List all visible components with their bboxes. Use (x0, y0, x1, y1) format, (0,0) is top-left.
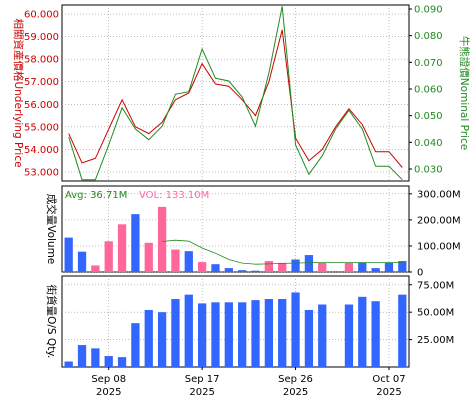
volume-axis-tick-label: 300.00M (417, 189, 461, 200)
volume-bar (104, 241, 113, 272)
x-axis-year-label: 2025 (96, 387, 121, 398)
left-axis-tick-label: 53.000 (24, 167, 59, 178)
volume-average-label: Avg: 36.71M (65, 190, 127, 201)
os-bar (197, 303, 207, 367)
volume-bar (131, 214, 140, 272)
x-axis-date-label: Sep 26 (278, 374, 313, 385)
os-bar (104, 356, 113, 367)
os-bar (318, 304, 327, 367)
right-axis-tick-label: 0.080 (414, 31, 443, 42)
os-bar (304, 309, 314, 367)
os-axis-tick-label: 50.00M (417, 308, 454, 319)
volume-axis-tick-label: 0 (417, 268, 423, 279)
os-bar (117, 357, 127, 367)
volume-bar (264, 261, 274, 272)
left-axis-tick-label: 54.000 (24, 145, 59, 156)
os-bar (157, 312, 167, 367)
right-axis-tick-label: 0.040 (414, 138, 443, 149)
nominal-price-line (68, 6, 403, 181)
volume-bar (251, 270, 260, 272)
left-axis-tick-label: 57.000 (24, 77, 59, 88)
os-axis-title: 街貨量O/S Qty. (45, 285, 58, 359)
left-axis-tick-label: 55.000 (24, 122, 59, 133)
os-bar (131, 323, 140, 367)
left-axis-tick-label: 56.000 (24, 100, 59, 111)
volume-axis-tick-label: 100.00M (417, 241, 461, 252)
volume-average-line (162, 239, 403, 265)
volume-bar (224, 268, 233, 272)
right-axis-tick-label: 0.060 (414, 85, 443, 96)
left-axis-tick-label: 58.000 (24, 55, 59, 66)
right-axis-title: 牛熊證價Nominal Price (458, 36, 471, 150)
os-axis-tick-label: 25.00M (417, 335, 454, 346)
os-bar (171, 299, 180, 367)
volume-bar (64, 237, 73, 272)
os-bar (91, 348, 100, 367)
volume-axis-title: 成交量Volume (45, 194, 58, 265)
volume-bar (157, 206, 167, 272)
os-bar (77, 345, 87, 367)
left-axis-tick-label: 60.000 (24, 10, 59, 21)
volume-current-label: VOL: 133.10M (139, 190, 209, 201)
volume-bar (371, 268, 380, 272)
os-axis-tick-label: 75.00M (417, 280, 454, 291)
volume-bar (197, 262, 207, 272)
os-bar (278, 299, 287, 367)
volume-bar (278, 262, 287, 272)
os-bar (64, 361, 73, 367)
os-bar (358, 296, 367, 367)
os-bar (344, 304, 354, 367)
os-bar (264, 299, 274, 367)
x-axis-date-label: Oct 07 (372, 374, 405, 385)
os-bar (238, 302, 247, 367)
x-axis-year-label: 2025 (376, 387, 401, 398)
volume-bar (211, 264, 220, 272)
volume-bar (358, 262, 367, 272)
x-axis-year-label: 2025 (283, 387, 308, 398)
right-axis-tick-label: 0.090 (414, 5, 443, 16)
left-axis-tick-label: 59.000 (24, 32, 59, 43)
right-axis-tick-label: 0.030 (414, 165, 443, 176)
right-axis-tick-label: 0.070 (414, 58, 443, 69)
volume-bar (291, 259, 300, 272)
os-bar (291, 292, 300, 367)
volume-bar (184, 251, 193, 272)
volume-bar (91, 265, 100, 272)
volume-bar (344, 262, 354, 272)
x-axis-date-label: Sep 08 (91, 374, 126, 385)
volume-bar (318, 262, 327, 272)
left-axis-title: 相關資產價格Underlying Price (12, 18, 25, 167)
underlying-price-line (68, 29, 403, 168)
os-bar (251, 300, 260, 367)
volume-bar (171, 249, 180, 272)
panel-frame-3 (61, 275, 410, 368)
volume-axis-tick-label: 200.00M (417, 215, 461, 226)
x-axis-date-label: Sep 17 (185, 374, 220, 385)
os-bar (184, 294, 193, 367)
volume-bar (304, 255, 314, 272)
volume-bar (238, 270, 247, 272)
os-bar (371, 301, 380, 367)
volume-bar (384, 262, 394, 272)
os-bar (211, 302, 220, 367)
volume-bar (398, 261, 407, 272)
os-bar (144, 309, 153, 367)
os-bar (398, 294, 407, 367)
volume-bar (117, 224, 127, 272)
volume-bar (144, 242, 153, 272)
x-axis-year-label: 2025 (189, 387, 214, 398)
os-bar (224, 302, 233, 367)
right-axis-tick-label: 0.050 (414, 111, 443, 122)
volume-bar (77, 251, 87, 272)
